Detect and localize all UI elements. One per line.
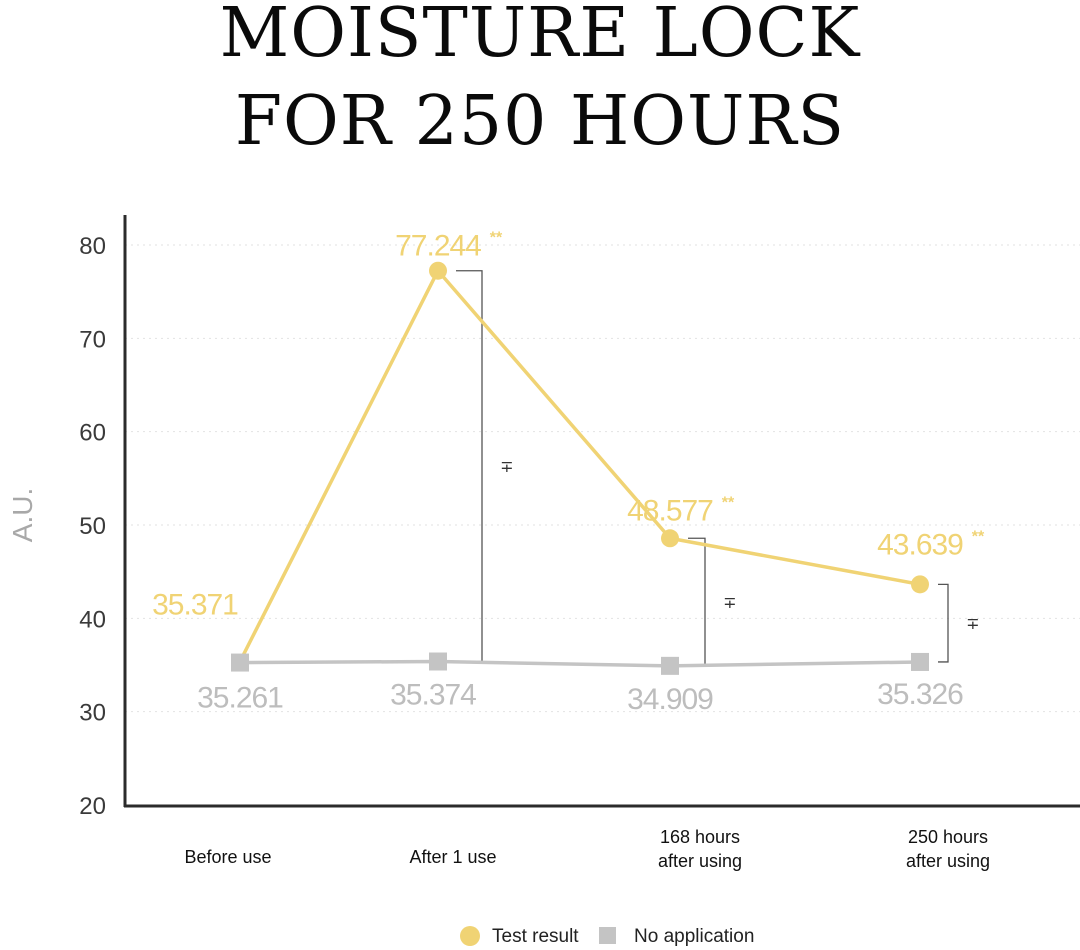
significance-stars: ** (972, 528, 985, 545)
no-application-value-label: 35.326 (877, 678, 963, 711)
x-category-label: Before use (184, 847, 271, 867)
y-tick-label: 70 (79, 326, 106, 353)
test-result-point (911, 575, 929, 594)
no-application-value-label: 35.261 (197, 682, 283, 715)
x-category-label: after using (658, 851, 742, 871)
no-application-point (429, 652, 447, 671)
y-tick-label: 20 (79, 793, 106, 820)
no-application-line (239, 659, 921, 668)
significance-mark: ∓ (966, 614, 979, 633)
test-result-value-label: 48.577 (627, 494, 713, 527)
y-tick-label: 30 (79, 700, 106, 727)
y-tick-label: 60 (79, 420, 106, 447)
x-category-label: 250 hours (908, 827, 988, 847)
significance-bracket (938, 583, 949, 663)
no-application-value-label: 34.909 (627, 683, 713, 716)
legend-test-result-label: Test result (492, 926, 579, 947)
x-category-label: after using (906, 851, 990, 871)
significance-mark: ∓ (500, 457, 513, 476)
significance-stars: ** (722, 494, 735, 511)
significance-mark: ∓ (723, 593, 736, 612)
chart-title-line-1: MOISTURE LOCK (219, 0, 861, 73)
chart-title-line-2: FOR 250 HOURS (234, 82, 846, 161)
x-category-label: After 1 use (409, 847, 496, 867)
test-result-point (661, 529, 679, 548)
no-application-point (231, 653, 249, 672)
x-category-label: 168 hours (660, 827, 740, 847)
legend-test-result-marker (460, 926, 480, 946)
no-application-point (911, 652, 929, 671)
y-tick-label: 40 (79, 606, 106, 633)
test-result-value-label: 43.639 (877, 528, 963, 561)
significance-bracket (456, 270, 483, 663)
significance-bracket (688, 537, 706, 667)
no-application-point (661, 656, 679, 675)
significance-stars: ** (490, 230, 503, 247)
test-result-value-label: 77.244 (395, 230, 481, 263)
test-result-line (238, 268, 921, 663)
y-axis-label: A.U. (7, 488, 38, 542)
no-application-value-label: 35.374 (390, 679, 476, 712)
legend-no-application-marker (599, 927, 616, 944)
test-result-value-label: 35.371 (152, 589, 238, 622)
y-tick-label: 80 (79, 233, 106, 260)
test-result-point (429, 261, 447, 280)
y-tick-label: 50 (79, 513, 106, 540)
legend-no-application-label: No application (634, 926, 754, 947)
